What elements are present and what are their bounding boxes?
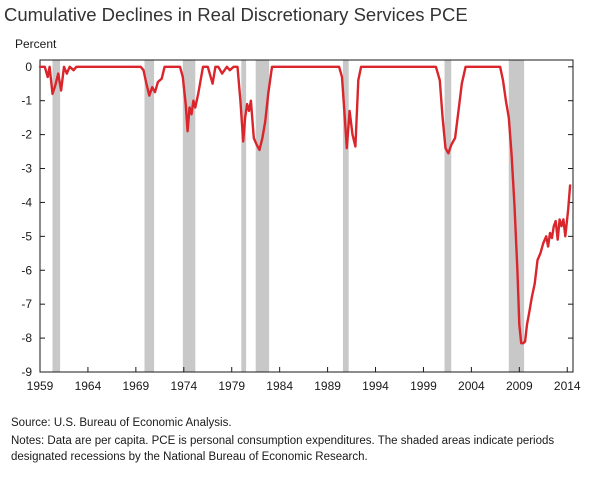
x-tick-label: 1979 (218, 379, 245, 393)
x-axis: 1959 1964 1969 1974 1979 1984 1989 1994 1999 2004… (27, 367, 581, 393)
series-line-group (38, 65, 572, 345)
y-tick-label: -2 (21, 128, 32, 142)
y-tick-label: -9 (21, 365, 32, 379)
recession-band-7 (508, 60, 525, 372)
x-tick-label: 1969 (123, 379, 150, 393)
recession-band-1 (144, 60, 155, 372)
x-tick-label: 1999 (410, 379, 437, 393)
recession-band-4 (255, 60, 270, 372)
chart-title: Cumulative Declines in Real Discretionar… (4, 4, 468, 25)
y-tick-label: -1 (21, 94, 32, 108)
plot-frame (39, 59, 574, 373)
x-tick-label: 1974 (170, 379, 197, 393)
y-tick-label: -4 (21, 195, 32, 209)
y-tick-label: -3 (21, 162, 32, 176)
x-tick-label: 1994 (362, 379, 389, 393)
y-tick-label: 0 (25, 60, 32, 74)
x-tick-label: 2004 (458, 379, 485, 393)
recession-bands (52, 60, 525, 372)
notes-text: Notes: Data are per capita. PCE is perso… (11, 435, 555, 463)
x-tick-label: 1959 (27, 379, 54, 393)
recession-band-3 (241, 60, 247, 372)
x-tick-label: 1984 (266, 379, 293, 393)
plot-border (39, 59, 574, 373)
x-tick-label: 2009 (506, 379, 533, 393)
recession-band-0 (52, 60, 61, 372)
recession-band-5 (342, 60, 349, 372)
series-line-0 (38, 65, 572, 345)
x-tick-label: 2014 (554, 379, 581, 393)
y-tick-label: -6 (21, 263, 32, 277)
recession-band-6 (444, 60, 452, 372)
chart-canvas: 0 -1 -2 -3 -4 -5 -6 -7 -8 -9 1959 1964 1969 1974 1979… (21, 59, 581, 393)
y-axis: 0 -1 -2 -3 -4 -5 -6 -7 -8 -9 (21, 60, 573, 379)
source-note: Source: U.S. Bureau of Economic Analysis… (11, 417, 232, 429)
y-axis-unit-label: Percent (15, 37, 57, 51)
x-tick-label: 1989 (314, 379, 341, 393)
y-tick-label: -5 (21, 229, 32, 243)
x-tick-label: 1964 (75, 379, 102, 393)
y-tick-label: -7 (21, 297, 32, 311)
y-tick-label: -8 (21, 331, 32, 345)
recession-band-2 (182, 60, 196, 372)
